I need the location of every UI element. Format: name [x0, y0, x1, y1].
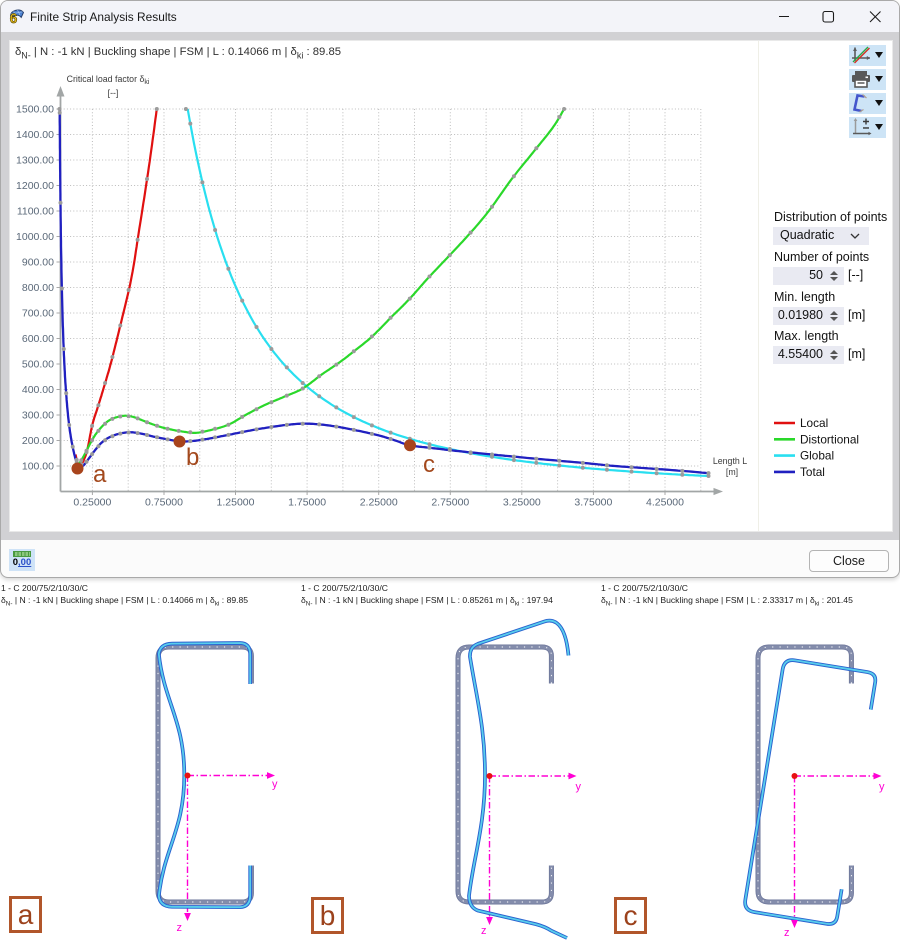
svg-text:2.75000: 2.75000 [431, 497, 469, 509]
svg-text:200.00: 200.00 [22, 435, 54, 447]
svg-text:Length L: Length L [713, 456, 747, 466]
svg-text:Local: Local [800, 416, 828, 430]
svg-text:y: y [272, 779, 278, 791]
svg-text:1.75000: 1.75000 [288, 497, 326, 509]
svg-text:z: z [481, 925, 487, 937]
svg-text:300.00: 300.00 [22, 410, 54, 422]
svg-text:3.75000: 3.75000 [574, 497, 612, 509]
svg-text:3.25000: 3.25000 [503, 497, 541, 509]
svg-text:a: a [93, 461, 107, 488]
svg-text:1100.00: 1100.00 [17, 206, 54, 218]
svg-text:600.00: 600.00 [22, 333, 54, 345]
svg-text:Total: Total [800, 465, 825, 479]
svg-text:100.00: 100.00 [22, 461, 54, 473]
svg-text:1200.00: 1200.00 [16, 180, 54, 192]
svg-text:y: y [576, 781, 582, 793]
svg-text:2.25000: 2.25000 [360, 497, 398, 509]
svg-text:[m]: [m] [726, 467, 738, 477]
svg-text:1000.00: 1000.00 [16, 231, 54, 243]
svg-text:1500.00: 1500.00 [16, 104, 54, 116]
svg-text:Critical load factor δki: Critical load factor δki [67, 74, 150, 86]
svg-text:z: z [177, 922, 183, 934]
svg-text:[--]: [--] [108, 88, 119, 98]
svg-text:0.25000: 0.25000 [73, 497, 111, 509]
svg-text:800.00: 800.00 [22, 282, 54, 294]
svg-text:4.25000: 4.25000 [646, 497, 684, 509]
svg-text:Global: Global [800, 449, 834, 463]
svg-text:1300.00: 1300.00 [16, 155, 54, 167]
svg-text:0.75000: 0.75000 [145, 497, 183, 509]
svg-text:b: b [186, 444, 199, 471]
svg-text:y: y [879, 781, 885, 793]
svg-text:500.00: 500.00 [22, 359, 54, 371]
svg-text:700.00: 700.00 [22, 308, 54, 320]
svg-text:1400.00: 1400.00 [16, 129, 54, 141]
svg-text:z: z [784, 927, 790, 939]
svg-text:c: c [423, 451, 435, 478]
svg-text:1.25000: 1.25000 [217, 497, 255, 509]
svg-text:400.00: 400.00 [22, 384, 54, 396]
svg-text:900.00: 900.00 [22, 257, 54, 269]
svg-text:Distortional: Distortional [800, 432, 859, 446]
svg-text:6: 6 [10, 11, 18, 25]
